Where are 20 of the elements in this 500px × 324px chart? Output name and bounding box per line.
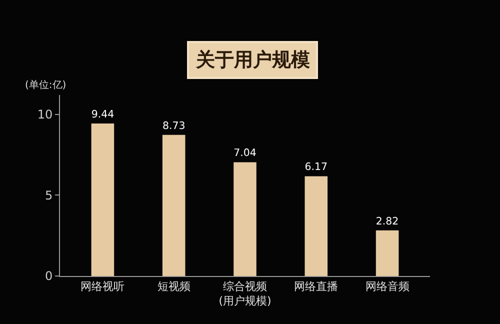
data-label: 8.73 [162,120,186,132]
x-tick-label: 短视频 [157,280,190,294]
bar [376,230,399,276]
x-tick-label: 网络音频 [365,280,410,294]
data-label: 9.44 [91,109,114,120]
y-tick-label: 5 [44,188,53,202]
bar [91,123,114,276]
data-label: 7.04 [234,148,256,160]
x-tick-label: 综合视频 (用户规模) [218,280,272,308]
data-label: 2.82 [376,216,399,228]
y-axis-title: (单位:亿) [25,79,66,91]
bar [234,162,256,276]
bar [304,176,328,276]
x-tick-label: 网络视听 [80,280,125,294]
bar [162,134,186,276]
y-tick-label: 10 [37,108,53,122]
y-tick-label: 0 [44,269,53,284]
chart-title: 关于用户规模 [195,49,310,71]
x-tick-label: 网络直播 [294,280,338,294]
data-label: 6.17 [304,162,328,174]
